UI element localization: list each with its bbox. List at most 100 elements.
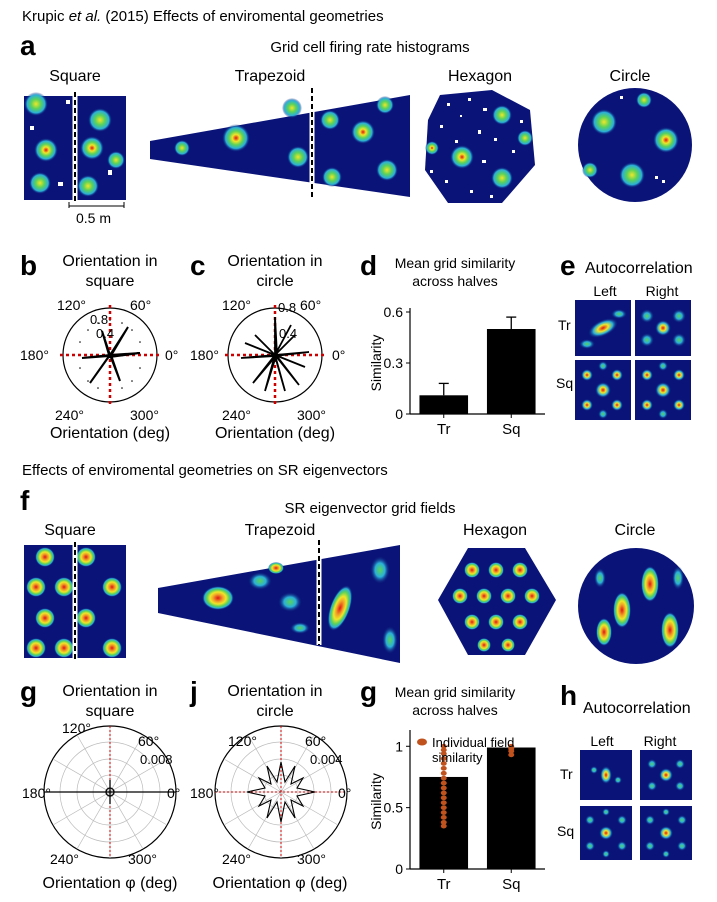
polar-b-xlabel: Orientation (deg) — [49, 425, 171, 442]
polar-c-r04: 0.4 — [279, 326, 298, 341]
panel-f-env-circle: Circle — [614, 522, 656, 539]
panel-g-title-1: Orientation in — [62, 683, 158, 700]
panel-a-heading: Grid cell firing rate histograms — [270, 39, 470, 56]
polar-c-300: 300° — [297, 407, 326, 423]
bar-g-individual-point — [440, 823, 447, 829]
autocorr-e-sq-left — [575, 360, 631, 420]
polar-c-240: 240° — [222, 407, 251, 423]
autocorr-h-tr-left — [580, 750, 632, 800]
bar-g-bar — [486, 747, 536, 869]
polar-g-60: 60° — [138, 733, 160, 749]
polar-b-180: 180° — [20, 347, 49, 363]
map-hexagon-a — [425, 90, 535, 203]
panel-d-title-2: across halves — [412, 273, 498, 289]
polar-j-60: 60° — [305, 733, 327, 749]
autocorr-h-tr-right — [640, 750, 692, 800]
bar-g-individual-point — [440, 810, 447, 815]
panel-e-title: Autocorrelation — [585, 260, 693, 277]
panel-letter-b: b — [20, 250, 38, 281]
polar-b-240: 240° — [55, 407, 84, 423]
bar-g-individual-point — [440, 761, 447, 766]
autocorr-e-tr-right — [635, 300, 691, 356]
panel-j-title-2: circle — [256, 703, 294, 720]
panel-e-autocorr — [575, 300, 691, 420]
bar-chart-g: 0 0.5 1 Similarity Tr Sq Individual fieldsimil… — [368, 730, 545, 893]
bar-g-individual-point — [440, 800, 447, 806]
polar-g-180: 180° — [22, 785, 51, 801]
polar-c-60: 60° — [300, 297, 322, 313]
autocorr-e-sq-right — [635, 360, 691, 420]
polar-c — [225, 305, 325, 405]
panel-letter-h: h — [560, 680, 578, 711]
panel-g-bar-title-1: Mean grid similarity — [394, 684, 516, 700]
panel-f-heading: SR eigenvector grid fields — [284, 500, 456, 517]
polar-b-60: 60° — [130, 297, 152, 313]
panel-a-env-hexagon: Hexagon — [447, 68, 513, 85]
figure-title-author: Krupic — [22, 8, 69, 25]
bar-g-individual-point — [440, 819, 447, 825]
polar-b — [60, 305, 160, 405]
map-circle-a — [578, 88, 692, 202]
bar-g-ytick-label: 0.5 — [384, 800, 404, 816]
bar-g-legend-label-2: similarity — [432, 750, 483, 765]
section2-title: Effects of enviromental geometries on SR… — [22, 462, 388, 479]
bar-g-individual-point — [440, 805, 447, 811]
panel-e-row-sq: Sq — [556, 375, 574, 391]
panel-letter-g-polar: g — [20, 676, 38, 707]
polar-g-r008: 0.008 — [140, 752, 173, 767]
panel-h-autocorr — [580, 750, 692, 860]
panel-a-env-circle: Circle — [609, 68, 651, 85]
polar-j-xlabel: Orientation φ (deg) — [212, 875, 348, 892]
panel-f-env-trapezoid: Trapezoid — [244, 522, 316, 539]
autocorr-h-sq-right — [640, 806, 692, 860]
map-square-f — [24, 542, 126, 662]
panel-letter-g-bar: g — [360, 676, 378, 707]
bar-g-individual-point — [440, 780, 447, 786]
panel-e-col-left: Left — [593, 283, 617, 299]
panel-a-env-square: Square — [49, 68, 101, 85]
panel-f-maps — [24, 540, 694, 664]
bar-d-xtick-label: Tr — [437, 421, 451, 438]
bar-g-individual-point — [508, 752, 515, 758]
panel-letter-j: j — [190, 676, 198, 707]
panel-g-bar-title-2: across halves — [412, 702, 498, 718]
polar-g-300: 300° — [128, 851, 157, 867]
bar-g-individual-point — [440, 815, 447, 820]
panel-c-title-1: Orientation in — [227, 253, 323, 270]
panel-letter-a: a — [20, 30, 36, 61]
polar-j-300: 300° — [297, 851, 326, 867]
bar-g-individual-point — [440, 785, 447, 791]
bar-d-ytick-label: 0.6 — [384, 304, 404, 320]
polar-c-r08: 0.8 — [278, 300, 297, 315]
polar-b-r08: 0.8 — [90, 312, 109, 327]
polar-g-240: 240° — [50, 851, 79, 867]
figure-title-rest: (2015) Effects of enviromental geometrie… — [101, 8, 384, 25]
panel-b-title-2: square — [85, 273, 135, 290]
polar-g-0: 0° — [167, 785, 181, 801]
panel-h-row-tr: Tr — [560, 766, 573, 782]
figure-title-etal: et al. — [68, 8, 102, 25]
map-trapezoid-f — [158, 540, 400, 663]
figure-title: Krupic et al. (2015) Effects of envirome… — [22, 8, 384, 25]
bar-d-ytick-label: 0.3 — [384, 355, 404, 371]
polar-c-xlabel: Orientation (deg) — [214, 425, 336, 442]
panel-letter-d: d — [360, 250, 378, 281]
panel-a-maps — [24, 88, 692, 208]
polar-j-120: 120° — [228, 733, 257, 749]
bar-g-legend-label-1: Individual field — [432, 735, 514, 750]
polar-j-180: 180° — [190, 785, 219, 801]
panel-letter-e: e — [560, 250, 576, 281]
polar-b-120: 120° — [57, 297, 86, 313]
panel-h-col-right: Right — [643, 733, 677, 749]
bar-g-individual-point — [440, 743, 447, 749]
panel-c-title-2: circle — [256, 273, 294, 290]
map-circle-f — [578, 548, 694, 664]
polar-g — [43, 725, 177, 859]
panel-e-row-tr: Tr — [558, 317, 571, 333]
panel-b-title-1: Orientation in — [62, 253, 158, 270]
panel-h-col-left: Left — [590, 733, 614, 749]
bar-g-xtick-label: Sq — [502, 876, 520, 893]
panel-g-title-2: square — [85, 703, 135, 720]
bar-g-individual-point — [440, 790, 447, 796]
panel-f-env-hexagon: Hexagon — [462, 522, 528, 539]
